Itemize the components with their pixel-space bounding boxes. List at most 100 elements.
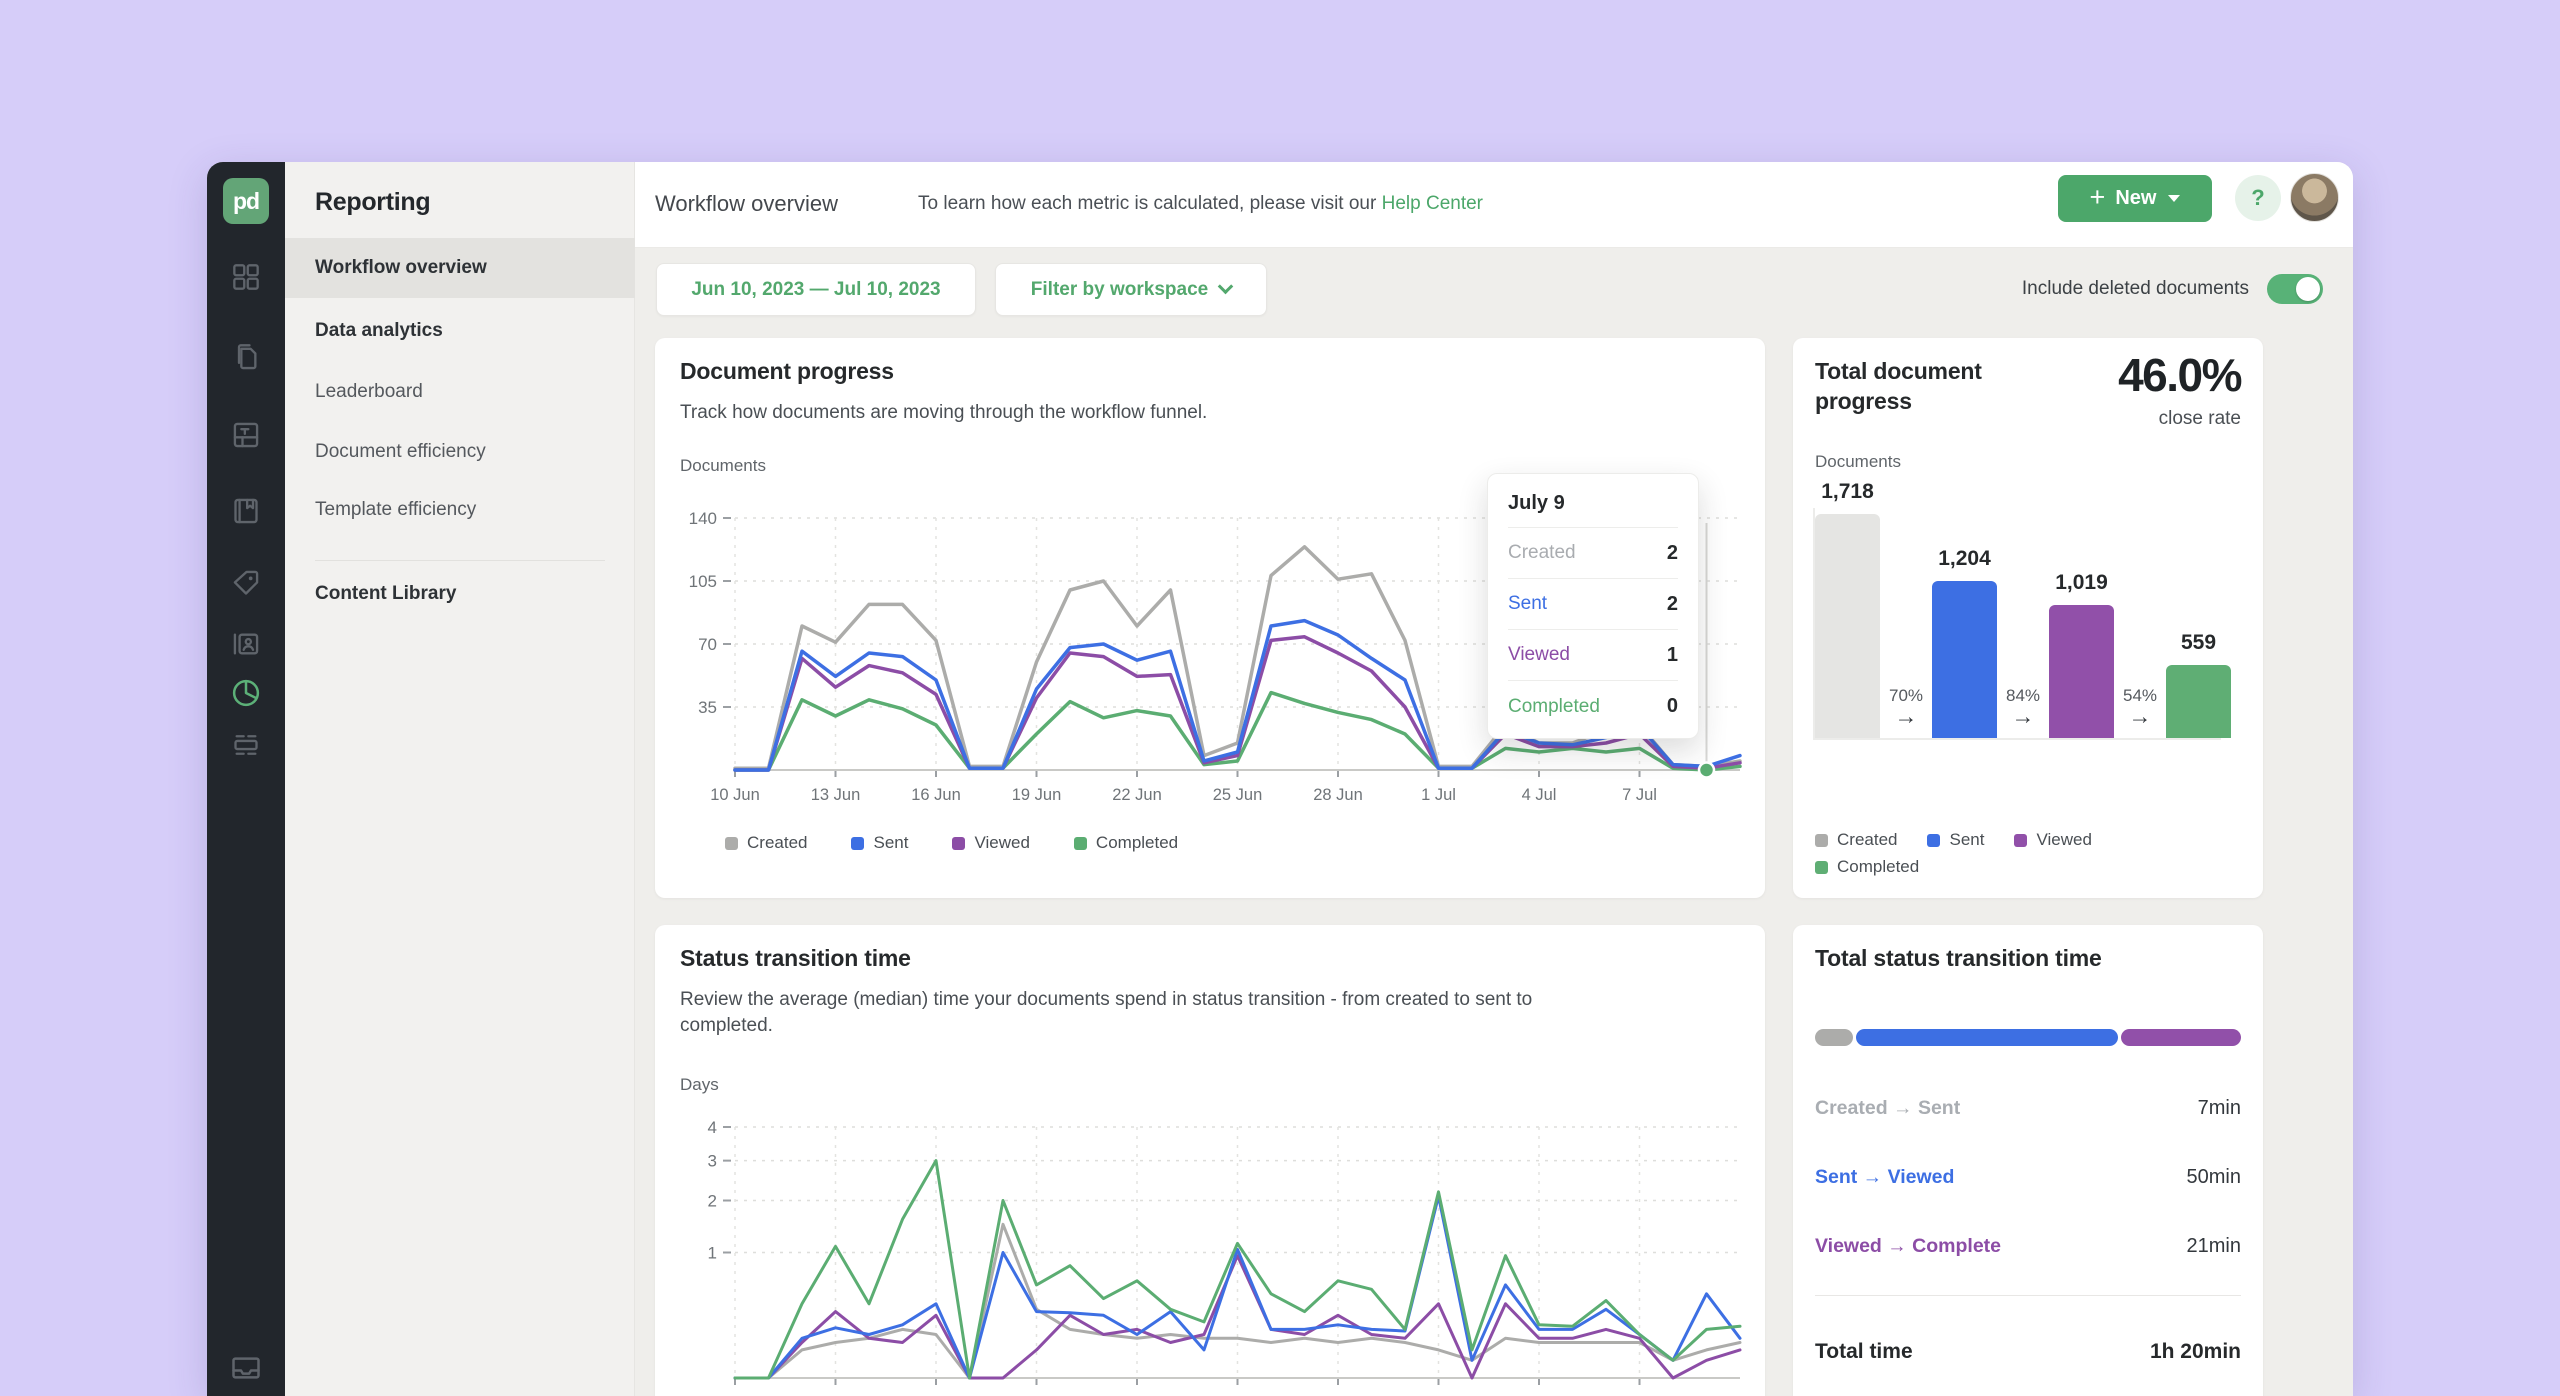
legend-label: Sent xyxy=(873,833,908,853)
legend-swatch xyxy=(952,837,965,850)
svg-text:2: 2 xyxy=(708,1192,717,1211)
subtitle-line: completed. xyxy=(680,1013,1532,1039)
plus-icon: + xyxy=(2090,184,2106,211)
legend-item-created: Created xyxy=(725,833,807,853)
date-range-filter[interactable]: Jun 10, 2023 — Jul 10, 2023 xyxy=(656,263,976,316)
legend-label: Completed xyxy=(1096,833,1178,853)
tooltip-date: July 9 xyxy=(1508,478,1678,528)
transition-row-created-sent: Created → Sent 7min xyxy=(1815,1085,2241,1131)
catalog-icon[interactable] xyxy=(231,496,261,526)
svg-text:16 Jun: 16 Jun xyxy=(911,786,961,804)
svg-text:22 Jun: 22 Jun xyxy=(1112,786,1162,804)
document-progress-card: Document progress Track how documents ar… xyxy=(655,338,1765,898)
card-subtitle: Review the average (median) time your do… xyxy=(680,987,1532,1039)
svg-text:10 Jun: 10 Jun xyxy=(710,786,760,804)
documents-icon[interactable] xyxy=(231,342,261,372)
nav-item-leaderboard[interactable]: Leaderboard xyxy=(285,362,635,422)
legend-item-completed: Completed xyxy=(1815,857,1919,877)
legend-item-completed: Completed xyxy=(1074,833,1178,853)
tooltip-label: Sent xyxy=(1508,593,1547,615)
funnel-bar-created xyxy=(1815,514,1880,738)
arrow-right-icon: → xyxy=(1876,706,1936,726)
page-header: Workflow overview To learn how each metr… xyxy=(635,162,2353,248)
legend-label: Created xyxy=(1837,830,1897,850)
status-transition-chart[interactable]: 123410 Jun13 Jun16 Jun19 Jun22 Jun25 Jun… xyxy=(655,1097,1765,1396)
funnel-value-label: 1,718 xyxy=(1795,480,1900,504)
transition-value: 50min xyxy=(2187,1166,2241,1189)
tooltip-row: Created2 xyxy=(1508,528,1678,579)
transition-label: Created → Sent xyxy=(1815,1097,1960,1120)
help-button[interactable]: ? xyxy=(2235,175,2281,221)
transition-label: Sent → Viewed xyxy=(1815,1166,1954,1189)
funnel-legend-row1: Created Sent Viewed xyxy=(1815,830,2092,850)
legend-item-sent: Sent xyxy=(851,833,908,853)
toggle-knob xyxy=(2296,277,2320,301)
nav-item-document-efficiency[interactable]: Document efficiency xyxy=(285,422,635,482)
tooltip-row: Completed 0 xyxy=(1508,681,1678,732)
reporting-nav: Reporting Workflow overview Data analyti… xyxy=(285,162,635,1396)
transition-bar-segment xyxy=(2121,1029,2241,1046)
card-title: Document progress xyxy=(680,358,894,385)
svg-text:4 Jul: 4 Jul xyxy=(1522,786,1557,804)
icon-rail: pd xyxy=(207,162,285,1396)
date-range-label: Jun 10, 2023 — Jul 10, 2023 xyxy=(691,279,940,301)
funnel-bar-sent xyxy=(1932,581,1997,738)
legend-label: Sent xyxy=(1949,830,1984,850)
subtitle-line: Review the average (median) time your do… xyxy=(680,987,1532,1013)
nav-item-content-library[interactable]: Content Library xyxy=(285,564,635,624)
legend-label: Created xyxy=(747,833,807,853)
legend-item-viewed: Viewed xyxy=(2014,830,2091,850)
svg-text:105: 105 xyxy=(689,572,717,591)
funnel-legend-row2: Completed xyxy=(1815,857,1919,877)
tags-icon[interactable] xyxy=(231,568,261,598)
funnel-chart: 70%→ 84%→ 54%→ 1,7181,2041,019559 xyxy=(1793,338,2263,898)
transition-bar-segment xyxy=(1815,1029,1853,1046)
total-value: 1h 20min xyxy=(2150,1340,2241,1364)
transition-bar-segment xyxy=(1856,1029,2118,1046)
legend-item-created: Created xyxy=(1815,830,1897,850)
nav-item-template-efficiency[interactable]: Template efficiency xyxy=(285,480,635,540)
nav-item-data-analytics[interactable]: Data analytics xyxy=(285,301,635,361)
nav-title: Reporting xyxy=(315,188,430,217)
funnel-value-label: 559 xyxy=(2146,631,2251,655)
avatar[interactable] xyxy=(2290,173,2339,222)
legend-label: Completed xyxy=(1837,857,1919,877)
transition-row-viewed-complete: Viewed → Complete 21min xyxy=(1815,1223,2241,1269)
card-title: Total status transition time xyxy=(1815,945,2102,972)
contacts-icon[interactable] xyxy=(231,629,261,659)
help-center-link[interactable]: Help Center xyxy=(1382,193,1483,214)
workspace-filter[interactable]: Filter by workspace xyxy=(995,263,1267,316)
templates-icon[interactable] xyxy=(231,420,261,450)
chevron-down-icon xyxy=(2168,195,2180,202)
legend-swatch xyxy=(725,837,738,850)
legend-item-viewed: Viewed xyxy=(952,833,1029,853)
forms-icon[interactable] xyxy=(231,730,261,760)
dashboard-grid-icon[interactable] xyxy=(231,262,261,292)
conversion-created-sent: 70%→ xyxy=(1876,686,1936,726)
divider xyxy=(1815,1295,2241,1296)
legend-label: Viewed xyxy=(974,833,1029,853)
new-button[interactable]: + New xyxy=(2058,175,2212,222)
status-transition-card: Status transition time Review the averag… xyxy=(655,925,1765,1396)
series-line-series-blue xyxy=(735,1196,1740,1378)
total-label: Total time xyxy=(1815,1340,1913,1364)
total-status-transition-card: Total status transition time Created → S… xyxy=(1793,925,2263,1396)
funnel-value-label: 1,204 xyxy=(1912,547,2017,571)
funnel-value-label: 1,019 xyxy=(2029,571,2134,595)
transition-row-sent-viewed: Sent → Viewed 50min xyxy=(1815,1154,2241,1200)
include-deleted-toggle[interactable] xyxy=(2267,274,2323,304)
legend-label: Viewed xyxy=(2036,830,2091,850)
nav-item-workflow-overview[interactable]: Workflow overview xyxy=(285,238,635,298)
transition-value: 7min xyxy=(2198,1097,2241,1120)
conversion-viewed-completed: 54%→ xyxy=(2110,686,2170,726)
tooltip-label: Completed xyxy=(1508,696,1600,718)
tooltip-value: 0 xyxy=(1667,695,1678,718)
legend-swatch xyxy=(851,837,864,850)
reports-pie-icon[interactable] xyxy=(231,678,261,708)
app-screen: pd xyxy=(0,0,2560,1396)
tooltip-row: Sent2 xyxy=(1508,579,1678,630)
legend-swatch xyxy=(1815,834,1828,847)
inbox-tray-icon[interactable] xyxy=(231,1353,261,1383)
pandadoc-logo[interactable]: pd xyxy=(223,178,269,224)
transition-label: Viewed → Complete xyxy=(1815,1235,2001,1258)
